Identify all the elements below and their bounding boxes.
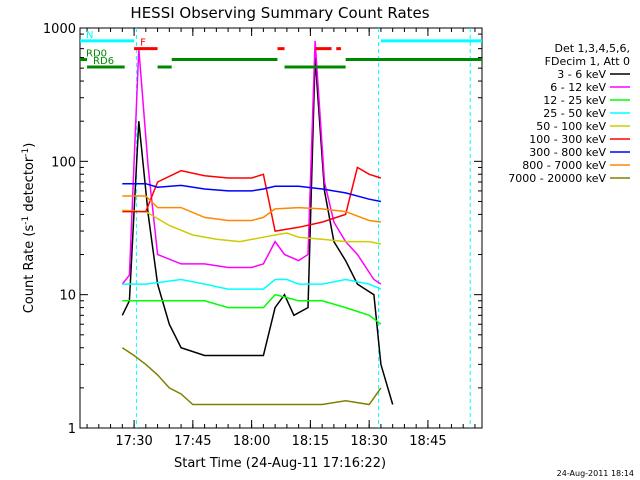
legend-entry-1: 6 - 12 keV bbox=[550, 81, 606, 94]
legend-entry-4: 50 - 100 keV bbox=[536, 120, 606, 133]
series-line-0 bbox=[121, 57, 394, 405]
series-line-8 bbox=[121, 347, 382, 406]
series-line-2 bbox=[122, 293, 382, 325]
footer-date: 24-Aug-2011 18:14 bbox=[557, 469, 634, 478]
state-label-0: N bbox=[86, 30, 93, 41]
series-line-3 bbox=[122, 278, 382, 290]
x-axis-label: Start Time (24-Aug-11 17:16:22) bbox=[174, 456, 386, 471]
x-tick-label-0: 17:30 bbox=[115, 434, 152, 449]
y-tick-label-0: 1 bbox=[68, 422, 76, 437]
legend-header-0: Det 1,3,4,5,6, bbox=[554, 42, 630, 55]
y-axis-label: Count Rate (s-1 detector-1) bbox=[21, 143, 37, 314]
y-label-end: ) bbox=[22, 143, 37, 148]
legend-entry-3: 25 - 50 keV bbox=[543, 107, 606, 120]
x-tick-label-1: 17:45 bbox=[174, 434, 211, 449]
legend-header-1: FDecim 1, Att 0 bbox=[545, 55, 630, 68]
x-tick-label-3: 18:15 bbox=[292, 434, 329, 449]
x-tick-label-4: 18:30 bbox=[350, 434, 387, 449]
series-line-5 bbox=[122, 166, 382, 232]
plot-area bbox=[135, 28, 471, 428]
state-label-2: RD0 bbox=[86, 49, 107, 60]
series-line-1 bbox=[121, 40, 382, 285]
y-tick-label-3: 1000 bbox=[43, 22, 76, 37]
y-tick-label-1: 10 bbox=[59, 289, 76, 304]
legend: Det 1,3,4,5,6,FDecim 1, Att 03 - 6 keV6 … bbox=[508, 42, 630, 185]
legend-entry-2: 12 - 25 keV bbox=[543, 94, 606, 107]
series-group bbox=[121, 40, 394, 406]
legend-entry-6: 300 - 800 keV bbox=[529, 146, 606, 159]
y-label-sup1: -1 bbox=[21, 216, 31, 225]
legend-entry-7: 800 - 7000 keV bbox=[522, 159, 606, 172]
series-line-7 bbox=[122, 195, 382, 223]
legend-entry-0: 3 - 6 keV bbox=[557, 68, 606, 81]
state-label-3: RD6 bbox=[93, 56, 114, 67]
y-axis: 1 10 100 1000 bbox=[43, 22, 482, 437]
x-tick-label-5: 18:45 bbox=[409, 434, 446, 449]
series-line-6 bbox=[122, 182, 382, 203]
x-axis: 17:30 17:45 18:00 18:15 18:30 18:45 bbox=[86, 28, 476, 449]
legend-entry-8: 7000 - 20000 keV bbox=[508, 172, 606, 185]
legend-entry-5: 100 - 300 keV bbox=[529, 133, 606, 146]
y-label-main: Count Rate (s bbox=[22, 225, 37, 314]
y-label-sup2: -1 bbox=[21, 148, 31, 157]
state-label-1: F bbox=[140, 38, 146, 49]
x-tick-label-2: 18:00 bbox=[233, 434, 270, 449]
chart-title: HESSI Observing Summary Count Rates bbox=[130, 4, 429, 22]
series-line-4 bbox=[122, 209, 382, 245]
y-label-mid: detector bbox=[22, 156, 37, 216]
y-tick-label-2: 100 bbox=[51, 155, 76, 170]
plot-frame bbox=[79, 27, 483, 429]
